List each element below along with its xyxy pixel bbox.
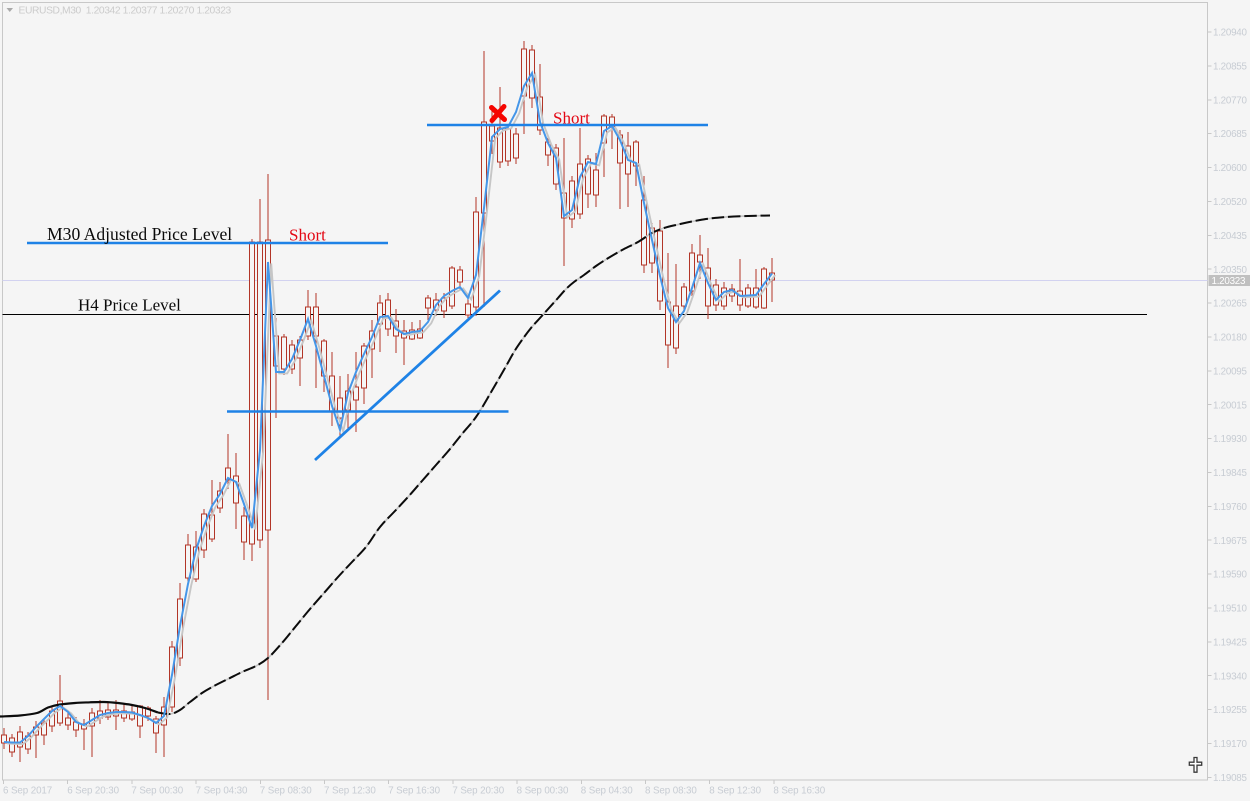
svg-text:H4 Price Level: H4 Price Level: [78, 296, 181, 315]
svg-text:1.20855: 1.20855: [1213, 62, 1247, 73]
svg-text:1.20265: 1.20265: [1213, 299, 1247, 310]
svg-text:1.20015: 1.20015: [1213, 400, 1247, 411]
svg-text:1.19255: 1.19255: [1213, 705, 1247, 716]
svg-text:7 Sep 08:30: 7 Sep 08:30: [260, 786, 312, 797]
svg-text:7 Sep 20:30: 7 Sep 20:30: [452, 786, 504, 797]
svg-text:1.20435: 1.20435: [1213, 231, 1247, 242]
svg-text:M30 Adjusted Price Level: M30 Adjusted Price Level: [47, 224, 232, 244]
svg-text:Short: Short: [553, 109, 590, 128]
svg-text:1.20685: 1.20685: [1213, 129, 1247, 140]
svg-text:1.19845: 1.19845: [1213, 468, 1247, 479]
svg-text:6 Sep 2017: 6 Sep 2017: [3, 786, 52, 797]
svg-text:Short: Short: [289, 226, 326, 245]
svg-text:1.19675: 1.19675: [1213, 536, 1247, 547]
svg-text:1.19340: 1.19340: [1213, 671, 1247, 682]
svg-text:1.19510: 1.19510: [1213, 604, 1247, 615]
svg-text:7 Sep 04:30: 7 Sep 04:30: [196, 786, 248, 797]
svg-text:8 Sep 04:30: 8 Sep 04:30: [581, 786, 633, 797]
svg-text:1.19760: 1.19760: [1213, 502, 1247, 513]
svg-text:1.19590: 1.19590: [1213, 570, 1247, 581]
svg-text:1.20095: 1.20095: [1213, 366, 1247, 377]
svg-text:1.20350: 1.20350: [1213, 265, 1247, 276]
svg-text:1.20770: 1.20770: [1213, 95, 1247, 106]
svg-text:1.19170: 1.19170: [1213, 739, 1247, 750]
svg-text:1.20600: 1.20600: [1213, 163, 1247, 174]
svg-text:8 Sep 00:30: 8 Sep 00:30: [517, 786, 569, 797]
svg-text:8 Sep 08:30: 8 Sep 08:30: [645, 786, 697, 797]
svg-text:7 Sep 12:30: 7 Sep 12:30: [324, 786, 376, 797]
svg-text:1.20940: 1.20940: [1213, 28, 1247, 39]
svg-text:8 Sep 16:30: 8 Sep 16:30: [773, 786, 825, 797]
svg-text:7 Sep 16:30: 7 Sep 16:30: [388, 786, 440, 797]
svg-text:EURUSD,M30 1.20342 1.20377 1.: EURUSD,M30 1.20342 1.20377 1.20270 1.203…: [19, 6, 232, 17]
svg-text:1.19930: 1.19930: [1213, 434, 1247, 445]
svg-text:7 Sep 00:30: 7 Sep 00:30: [131, 786, 183, 797]
svg-text:6 Sep 20:30: 6 Sep 20:30: [67, 786, 119, 797]
svg-text:1.20520: 1.20520: [1213, 197, 1247, 208]
svg-text:1.19085: 1.19085: [1213, 773, 1247, 784]
svg-text:8 Sep 12:30: 8 Sep 12:30: [709, 786, 761, 797]
svg-text:1.20323: 1.20323: [1212, 276, 1246, 287]
svg-text:1.19425: 1.19425: [1213, 637, 1247, 648]
svg-text:1.20180: 1.20180: [1213, 333, 1247, 344]
